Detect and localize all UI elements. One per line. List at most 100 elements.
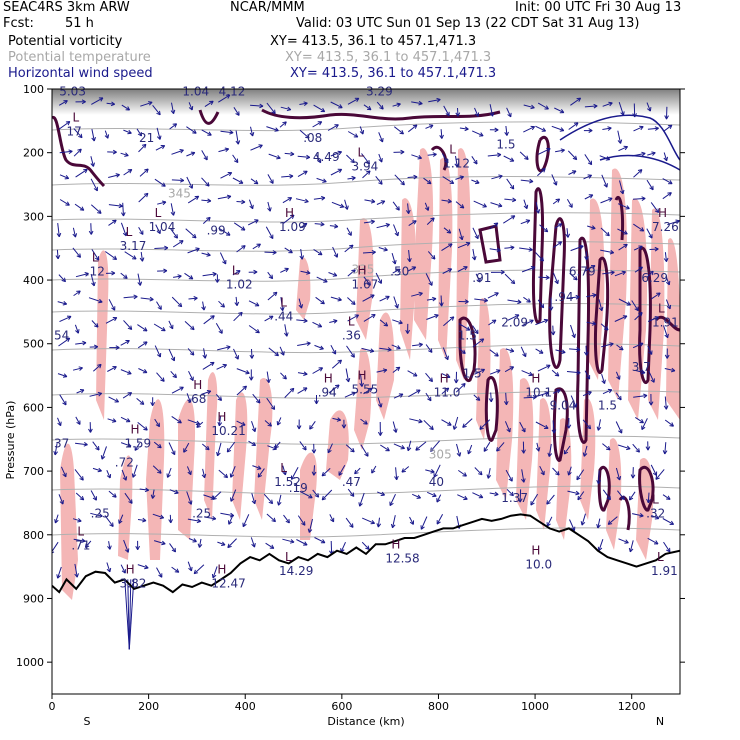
wind-vector-head — [126, 445, 132, 448]
wind-vector — [650, 292, 661, 300]
wind-vector — [453, 416, 459, 430]
wind-vector-head — [446, 231, 451, 234]
wind-vector — [483, 441, 491, 452]
wind-vector — [120, 340, 130, 346]
wind-vector — [569, 272, 578, 281]
wind-vector-head — [212, 271, 217, 275]
wind-vector — [487, 292, 499, 299]
wind-vector-head — [256, 302, 260, 307]
wind-vector-head — [258, 243, 261, 248]
north-end-label: N — [656, 715, 664, 728]
wind-vector-head — [454, 163, 458, 168]
extrema-marker: L — [232, 263, 239, 277]
wind-vector-head — [85, 545, 90, 548]
init-time: Init: 00 UTC Fri 30 Aug 13 — [515, 0, 682, 15]
wind-vector-head — [135, 545, 139, 550]
wind-vector-head — [212, 495, 215, 500]
wind-vector-head — [543, 318, 548, 321]
wind-vector-head — [93, 188, 98, 192]
wind-vector-head — [176, 234, 178, 239]
legend-theta-xy: XY= 413.5, 36.1 to 457.1,471.3 — [285, 50, 492, 65]
wind-vector-head — [488, 398, 492, 403]
wind-vector-head — [111, 270, 116, 274]
wind-vector — [597, 419, 601, 431]
extrema-marker: H — [130, 423, 139, 437]
wind-vector-head — [353, 353, 355, 358]
wind-vector-head — [180, 149, 184, 154]
wind-vector-head — [664, 334, 669, 339]
wind-vector — [250, 144, 263, 151]
wind-vector — [424, 202, 429, 211]
wind-vector-head — [530, 107, 535, 110]
wind-vector-head — [351, 303, 356, 305]
legend-pv-xy: XY= 413.5, 36.1 to 457.1,471.3 — [270, 34, 477, 49]
wind-vector — [618, 146, 628, 152]
wind-vector — [85, 540, 92, 548]
wind-vector-head — [624, 146, 628, 151]
wind-vector-head — [237, 140, 241, 145]
wind-vector — [73, 538, 86, 542]
wind-vector — [123, 539, 129, 553]
wind-vector-head — [275, 292, 278, 297]
wind-vector-head — [190, 328, 195, 331]
wind-vector-head — [128, 129, 132, 134]
wind-vector-head — [124, 155, 129, 157]
wind-vector-head — [655, 127, 659, 131]
wind-vector-head — [567, 471, 569, 476]
wind-vector — [92, 467, 102, 472]
wind-vector-head — [125, 274, 128, 279]
wind-vector-head — [84, 543, 87, 548]
wind-vector — [309, 421, 316, 430]
wind-vector-head — [320, 367, 324, 372]
wind-vector — [227, 538, 237, 548]
wind-vector — [491, 175, 503, 180]
wind-vector — [201, 129, 212, 136]
wind-vector — [617, 203, 630, 210]
wind-vector-head — [269, 422, 272, 427]
wind-vector-head — [546, 500, 548, 505]
wind-vector-head — [671, 367, 676, 372]
wind-vector-head — [529, 178, 534, 182]
wind-vector — [602, 102, 613, 107]
wind-vector-head — [225, 473, 229, 478]
wind-vector — [280, 268, 289, 273]
wind-vector-head — [616, 376, 620, 380]
wind-vector-head — [348, 244, 354, 247]
wind-vector — [169, 228, 178, 239]
wind-vector-head — [554, 374, 559, 377]
wind-vector — [152, 465, 162, 474]
wind-vector-head — [201, 474, 206, 479]
wind-vector — [153, 540, 166, 545]
wind-vector-head — [179, 419, 182, 424]
wind-vector-head — [201, 306, 205, 311]
wind-vector — [204, 100, 214, 108]
wind-vector-head — [115, 345, 120, 349]
wind-vector — [600, 323, 609, 331]
wind-vector-head — [366, 170, 371, 173]
wind-vector-head — [479, 425, 482, 430]
wind-vector-head — [97, 470, 102, 473]
wind-vector-head — [556, 372, 560, 377]
wind-vector-head — [651, 271, 654, 276]
wind-vector — [267, 174, 274, 184]
wind-vector-head — [607, 231, 610, 236]
wind-vector — [266, 397, 276, 410]
wind-vector-head — [109, 524, 114, 527]
wind-vector — [641, 418, 648, 430]
wind-vector-head — [576, 349, 581, 352]
wind-vector-head — [99, 364, 102, 369]
wind-vector-head — [146, 168, 149, 173]
wind-vector-head — [663, 157, 668, 162]
wind-vector — [170, 370, 177, 378]
wind-vector — [57, 417, 62, 426]
wind-vector-head — [417, 157, 422, 160]
wind-vector-head — [271, 274, 274, 279]
wind-vector — [563, 445, 571, 455]
wind-vector-head — [591, 323, 596, 326]
wind-vector-head — [364, 453, 369, 457]
wind-vector — [523, 126, 535, 133]
wind-vector-head — [351, 244, 354, 249]
wind-vector-head — [221, 544, 226, 546]
wind-vector-head — [381, 105, 384, 110]
wind-vector-head — [150, 402, 154, 407]
